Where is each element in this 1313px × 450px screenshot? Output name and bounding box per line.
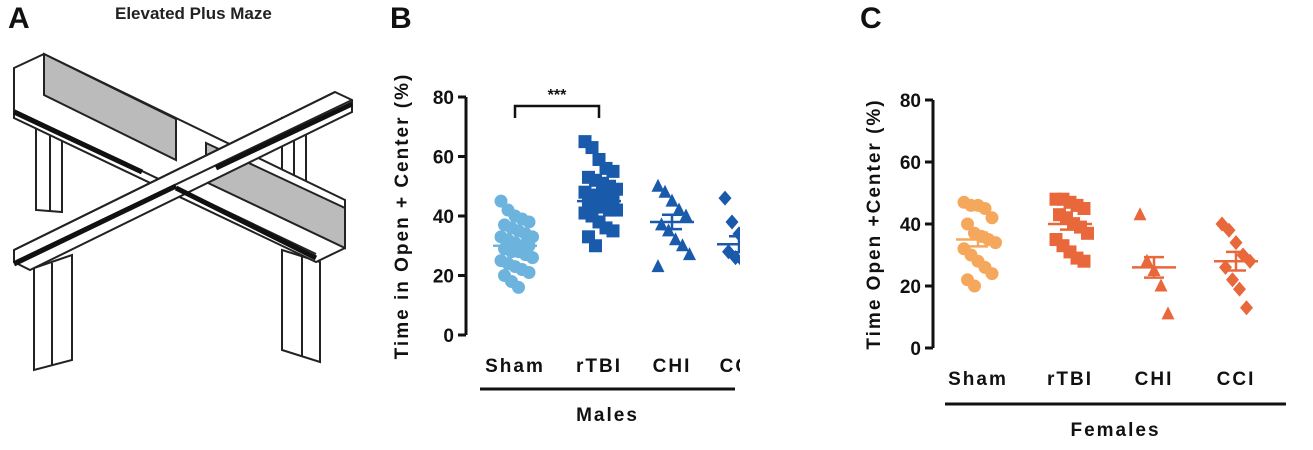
data-point	[1240, 300, 1253, 316]
y-tick-label: 20	[900, 277, 921, 298]
data-point	[725, 214, 739, 230]
data-point	[676, 238, 689, 252]
x-tick-label: CHI	[653, 356, 692, 377]
data-point	[679, 208, 693, 222]
data-point	[665, 193, 679, 207]
data-point	[1077, 254, 1091, 268]
y-tick-label: 60	[433, 148, 454, 169]
data-point	[722, 244, 735, 260]
y-tick-label: 0	[443, 326, 454, 347]
maze-title: Elevated Plus Maze	[115, 4, 272, 23]
significance-bracket	[513, 104, 601, 118]
data-point	[610, 203, 623, 217]
data-point	[1226, 272, 1239, 288]
panel-b: B 0 20 40 60 80 Time in Open + Center (%) Sham…	[370, 0, 761, 445]
data-point	[1161, 306, 1175, 320]
x-tick-label: CCI	[1217, 369, 1256, 390]
chart-b: 0 20 40 60 80 Time in Open + Center (%) Sham rT…	[392, 73, 761, 426]
significance-label: ***	[548, 87, 567, 104]
data-point	[1154, 278, 1168, 292]
panel-c-label: C	[860, 2, 882, 35]
y-axis-label: Time in Open + Center (%)	[392, 73, 413, 360]
y-tick-label: 60	[900, 153, 921, 174]
data-point	[683, 247, 696, 261]
data-point	[1077, 202, 1091, 215]
data-point	[672, 202, 686, 216]
panel-b-label: B	[390, 2, 412, 35]
data-point	[606, 224, 620, 238]
x-tick-label: CHI	[1135, 369, 1174, 390]
x-tick-label: Sham	[485, 356, 545, 377]
data-point	[1133, 207, 1147, 221]
x-tick-label: CCI	[720, 356, 740, 377]
data-point	[985, 211, 999, 225]
data-point	[1233, 281, 1246, 297]
data-point	[985, 267, 999, 281]
data-point	[1081, 226, 1094, 240]
data-point	[655, 217, 668, 231]
data-point	[968, 279, 981, 293]
data-point	[1229, 235, 1243, 251]
data-point	[522, 215, 536, 229]
group-label: Males	[576, 405, 639, 426]
data-point	[606, 164, 620, 178]
data-point	[651, 178, 665, 192]
data-point	[651, 259, 665, 273]
y-tick-label: 80	[433, 88, 454, 109]
x-tick-label: rTBI	[576, 356, 622, 377]
y-tick-label: 40	[900, 215, 921, 236]
data-point	[1222, 222, 1236, 238]
data-point	[1140, 253, 1154, 267]
panel-a-label: A	[8, 2, 30, 35]
panel-a: A Elevated Plus Maze	[0, 0, 360, 445]
data-point	[669, 232, 682, 246]
group-label: Females	[1070, 420, 1160, 441]
y-tick-label: 40	[433, 207, 454, 228]
y-axis-label: Time Open +Center (%)	[864, 98, 885, 349]
data-point	[610, 182, 623, 196]
elevated-plus-maze-drawing	[12, 52, 354, 372]
data-point	[522, 266, 536, 280]
data-point	[718, 190, 732, 206]
data-point	[989, 236, 1002, 250]
x-tick-label: rTBI	[1047, 369, 1093, 390]
y-tick-label: 0	[910, 339, 921, 360]
y-tick-label: 80	[900, 91, 921, 112]
data-point	[658, 184, 672, 198]
y-tick-label: 20	[433, 267, 454, 288]
data-point	[585, 141, 599, 155]
data-point	[961, 217, 974, 231]
data-point	[526, 251, 539, 265]
chart-c: 0 20 40 60 80 Time Open +Center (%) Sham rTBI CH…	[864, 91, 1286, 441]
x-tick-label: Sham	[948, 369, 1008, 390]
data-point	[978, 202, 992, 215]
data-point	[494, 194, 508, 208]
data-point	[512, 280, 525, 294]
panel-c: C 0 20 40 60 80 Time Open +Center (%) Sham rTBI…	[850, 0, 1313, 445]
data-point	[589, 239, 602, 253]
